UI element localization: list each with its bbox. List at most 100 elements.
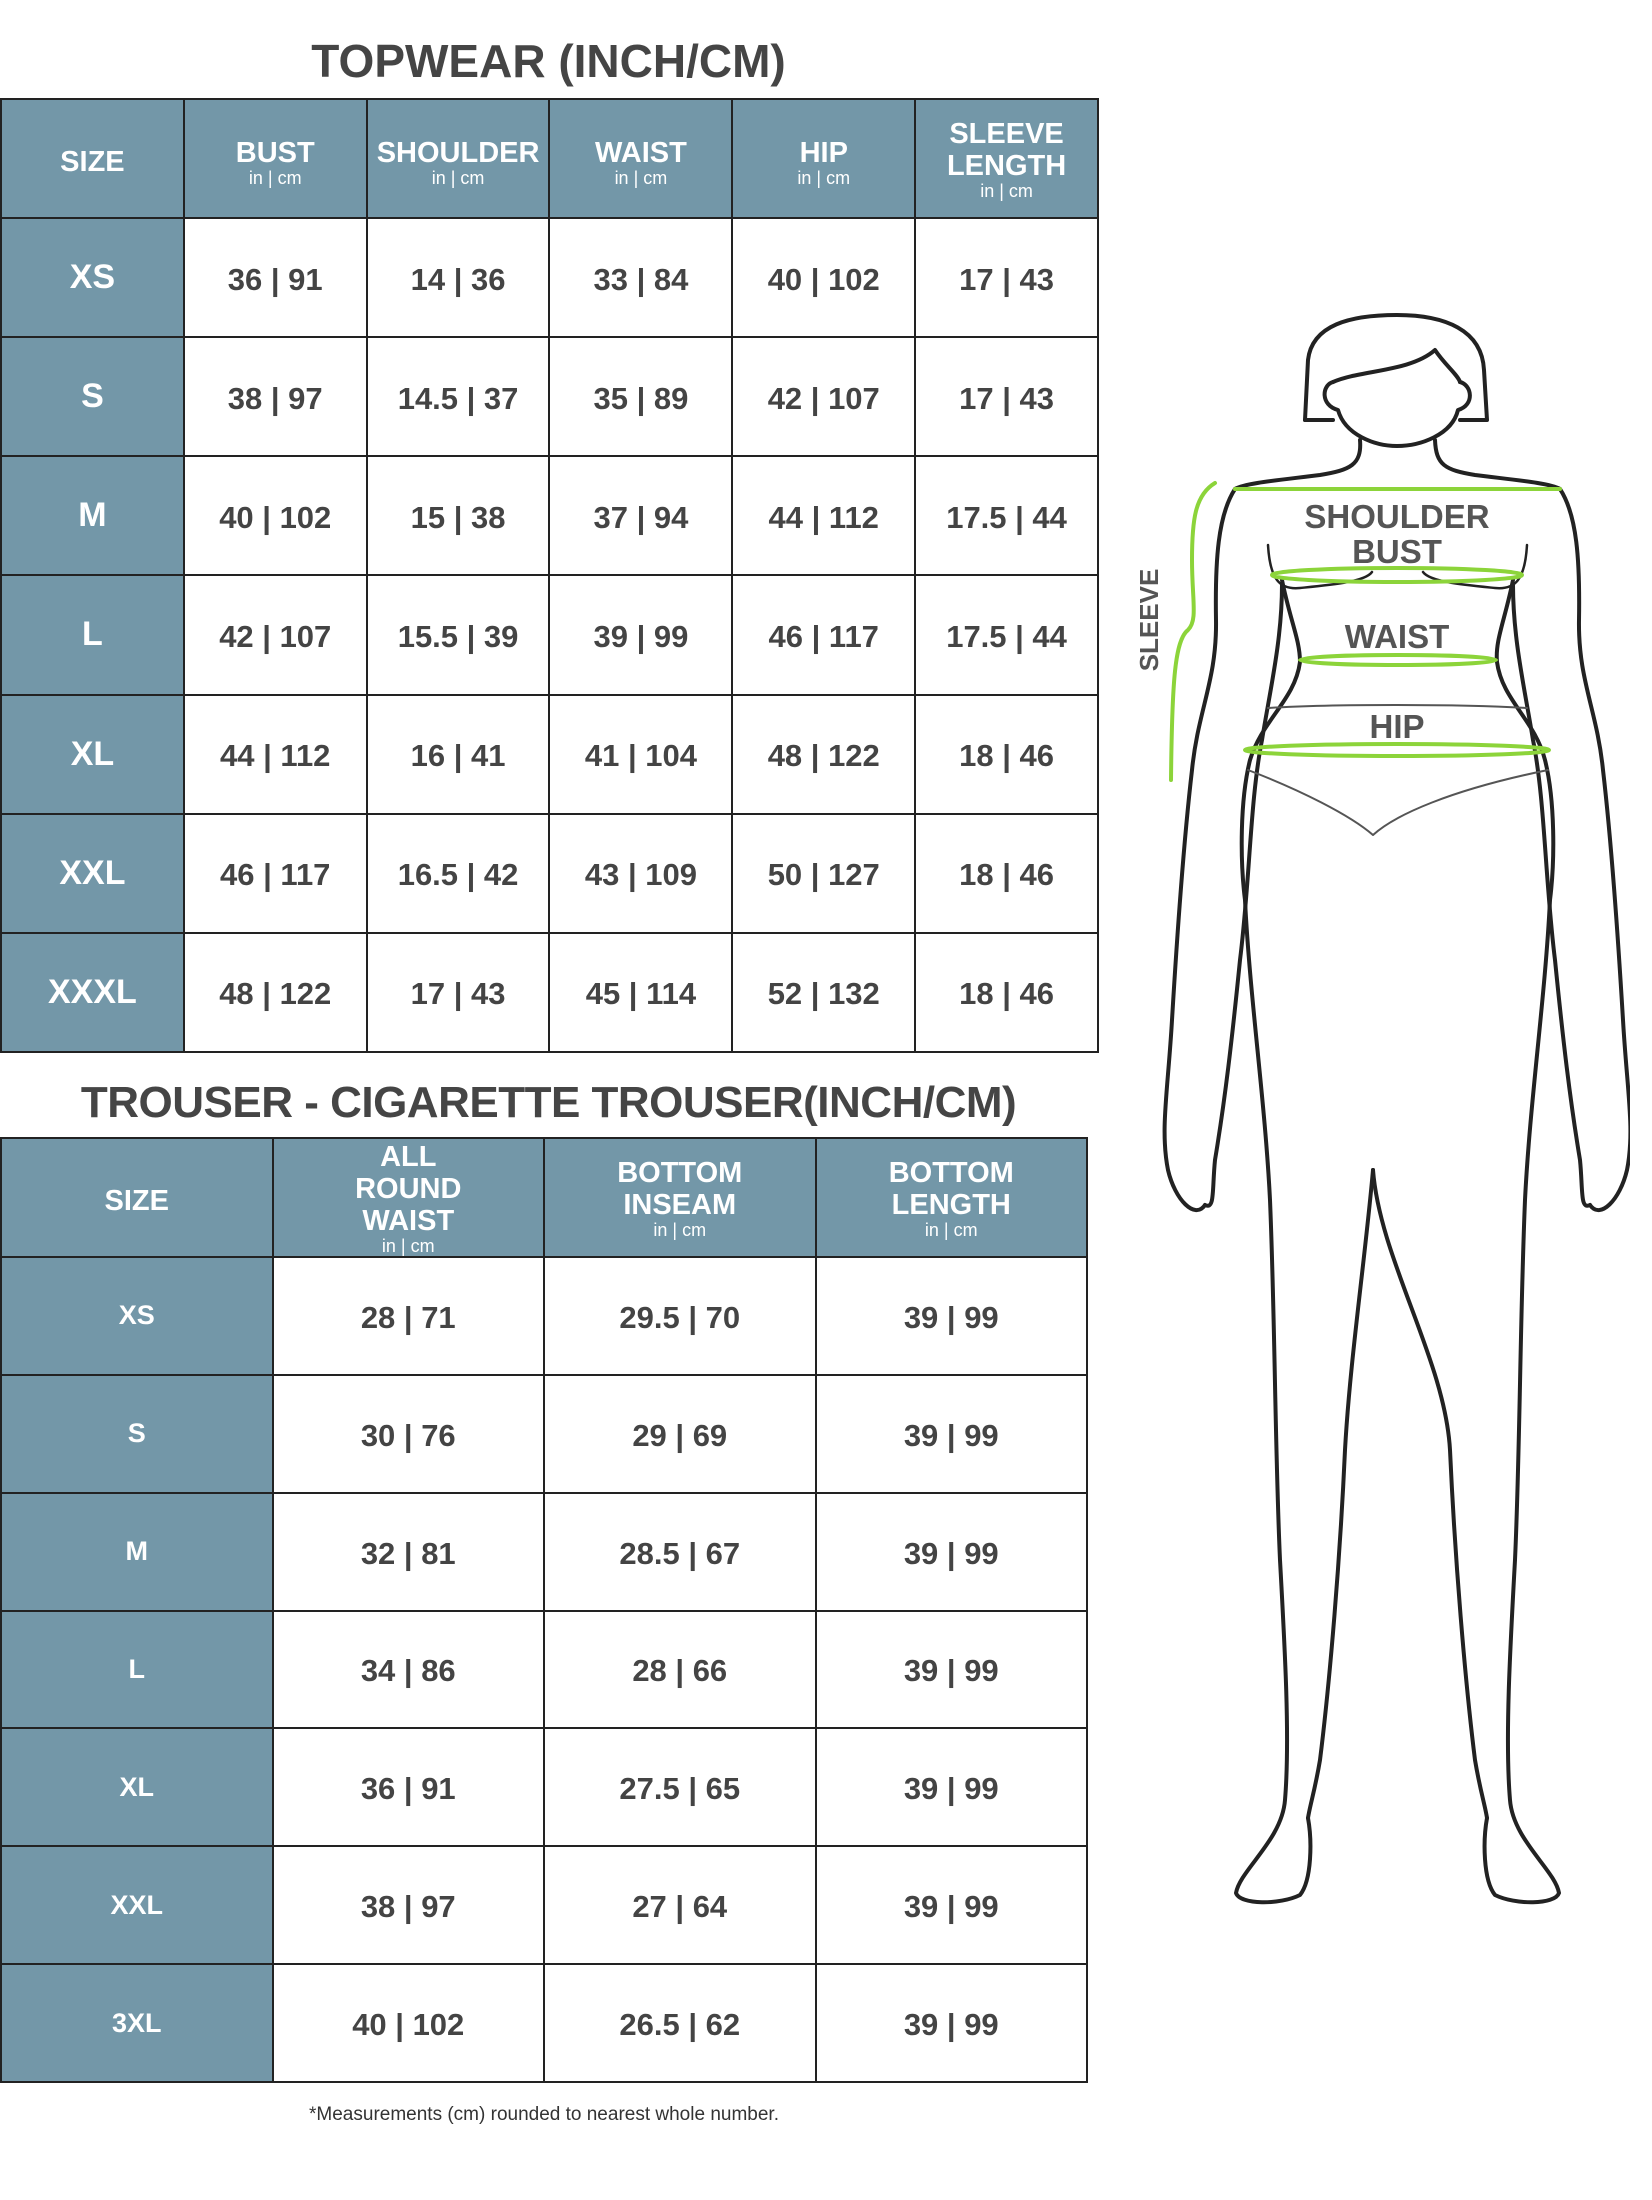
measurement-cell: 43 | 109 xyxy=(550,814,732,932)
trouser-size-table: SIZE ALL ROUND WAIST in | cm BOTTOM INSEAM i… xyxy=(0,1137,1088,2083)
measurement-cell: 17 | 43 xyxy=(367,933,549,1051)
column-header-unit: in | cm xyxy=(797,167,851,188)
body-outline xyxy=(1162,313,1630,1905)
measurement-cell: 44 | 112 xyxy=(184,695,366,813)
column-header: SLEEVE LENGTH in | cm xyxy=(916,100,1097,217)
measurement-cell: 39 | 99 xyxy=(816,1847,1086,1964)
measurement-cell: 39 | 99 xyxy=(816,1965,1086,2081)
measurement-cell: 39 | 99 xyxy=(816,1611,1086,1728)
size-label: XL xyxy=(2,695,183,813)
measurement-cell: 15.5 | 39 xyxy=(367,576,549,694)
size-label: S xyxy=(2,338,183,456)
column-header-label: SHOULDER xyxy=(376,136,540,169)
measurement-cell: 50 | 127 xyxy=(733,814,915,932)
measurement-cell: 17.5 | 44 xyxy=(916,457,1097,575)
topwear-size-table: SIZE BUST in | cm SHOULDER in | cm WAIST in | … xyxy=(0,98,1099,1053)
measurement-cell: 18 | 46 xyxy=(916,695,1097,813)
column-header-unit: in | cm xyxy=(980,180,1033,201)
bust-label: BUST xyxy=(1352,533,1442,570)
size-label: M xyxy=(2,1493,272,1610)
measurement-cell: 42 | 107 xyxy=(184,576,366,694)
column-header-unit: in | cm xyxy=(924,1219,978,1240)
column-header-unit: in | cm xyxy=(248,167,302,188)
size-label: XL xyxy=(2,1729,272,1846)
sleeve-measure-line xyxy=(1169,481,1217,782)
bust-measure-line xyxy=(1270,566,1524,584)
measurement-cell: 28 | 66 xyxy=(545,1611,815,1728)
shoulder-label: SHOULDER xyxy=(1304,498,1489,535)
measurement-cell: 14.5 | 37 xyxy=(367,338,549,456)
measurement-cell: 18 | 46 xyxy=(916,933,1097,1051)
measurement-cell: 45 | 114 xyxy=(550,933,732,1051)
sleeve-label: SLEEVE xyxy=(1134,569,1164,672)
measurement-cell: 35 | 89 xyxy=(550,338,732,456)
column-header-label: BUST xyxy=(235,136,315,169)
hip-label: HIP xyxy=(1369,708,1424,745)
size-label: L xyxy=(2,576,183,694)
measurement-cell: 33 | 84 xyxy=(550,219,732,337)
measurement-cell: 46 | 117 xyxy=(184,814,366,932)
measurement-cell: 48 | 122 xyxy=(184,933,366,1051)
measurement-cell: 52 | 132 xyxy=(733,933,915,1051)
measurement-cell: 16 | 41 xyxy=(367,695,549,813)
measurement-cell: 18 | 46 xyxy=(916,814,1097,932)
column-header-label: SLEEVE LENGTH xyxy=(946,117,1067,182)
measurement-cell: 36 | 91 xyxy=(184,219,366,337)
column-header: WAIST in | cm xyxy=(550,100,732,217)
column-header-unit: in | cm xyxy=(381,1235,435,1256)
column-header-label: WAIST xyxy=(594,136,687,169)
measurement-cell: 36 | 91 xyxy=(273,1729,543,1846)
measurement-cell: 32 | 81 xyxy=(273,1493,543,1610)
measurement-cell: 40 | 102 xyxy=(273,1965,543,2081)
measurement-cell: 44 | 112 xyxy=(733,457,915,575)
measurement-lines xyxy=(1169,481,1562,782)
topwear-title: TOPWEAR (INCH/CM) xyxy=(311,35,786,87)
column-header-label: SIZE xyxy=(60,145,125,178)
column-header-label: HIP xyxy=(799,136,848,169)
column-header-label: ALL ROUND WAIST xyxy=(355,1140,462,1237)
measurement-cell: 28 | 71 xyxy=(273,1258,543,1374)
measurement-cell: 30 | 76 xyxy=(273,1375,543,1492)
size-label: S xyxy=(2,1375,272,1492)
trouser-title: TROUSER - CIGARETTE TROUSER(INCH/CM) xyxy=(80,1078,1017,1127)
column-header: BOTTOM INSEAM in | cm xyxy=(545,1139,815,1256)
column-header-unit: in | cm xyxy=(614,167,668,188)
measurement-cell: 34 | 86 xyxy=(273,1611,543,1728)
measurement-cell: 37 | 94 xyxy=(550,457,732,575)
measurement-cell: 17 | 43 xyxy=(916,219,1097,337)
column-header: SIZE xyxy=(2,100,183,217)
measurement-cell: 38 | 97 xyxy=(184,338,366,456)
column-header: SIZE xyxy=(2,1139,272,1256)
column-header: ALL ROUND WAIST in | cm xyxy=(273,1139,543,1256)
measurement-cell: 39 | 99 xyxy=(816,1493,1086,1610)
measurement-cell: 39 | 99 xyxy=(816,1375,1086,1492)
measurement-cell: 28.5 | 67 xyxy=(545,1493,815,1610)
measurement-cell: 39 | 99 xyxy=(550,576,732,694)
measurement-cell: 27.5 | 65 xyxy=(545,1729,815,1846)
measurement-cell: 39 | 99 xyxy=(816,1729,1086,1846)
column-header-unit: in | cm xyxy=(431,167,485,188)
waist-measure-line xyxy=(1298,653,1498,667)
measurement-cell: 39 | 99 xyxy=(816,1258,1086,1374)
measurement-cell: 29.5 | 70 xyxy=(545,1258,815,1374)
column-header-label: BOTTOM LENGTH xyxy=(888,1156,1014,1221)
column-header: HIP in | cm xyxy=(733,100,915,217)
body-measurement-figure: SHOULDER BUST WAIST HIP SLEEVE xyxy=(1134,313,1630,1905)
measurement-cell: 40 | 102 xyxy=(733,219,915,337)
column-header-label: SIZE xyxy=(104,1184,169,1217)
column-header-label: BOTTOM INSEAM xyxy=(617,1156,743,1221)
size-label: XS xyxy=(2,219,183,337)
size-label: XS xyxy=(2,1258,272,1374)
size-label: XXL xyxy=(2,1847,272,1964)
measurement-cell: 16.5 | 42 xyxy=(367,814,549,932)
measurement-cell: 46 | 117 xyxy=(733,576,915,694)
measurement-cell: 41 | 104 xyxy=(550,695,732,813)
measurement-cell: 17.5 | 44 xyxy=(916,576,1097,694)
footnote: *Measurements (cm) rounded to nearest wh… xyxy=(309,2104,779,2125)
column-header-unit: in | cm xyxy=(653,1219,707,1240)
measurement-cell: 40 | 102 xyxy=(184,457,366,575)
measurement-cell: 26.5 | 62 xyxy=(545,1965,815,2081)
measurement-cell: 14 | 36 xyxy=(367,219,549,337)
size-label: L xyxy=(2,1611,272,1728)
measurement-cell: 42 | 107 xyxy=(733,338,915,456)
